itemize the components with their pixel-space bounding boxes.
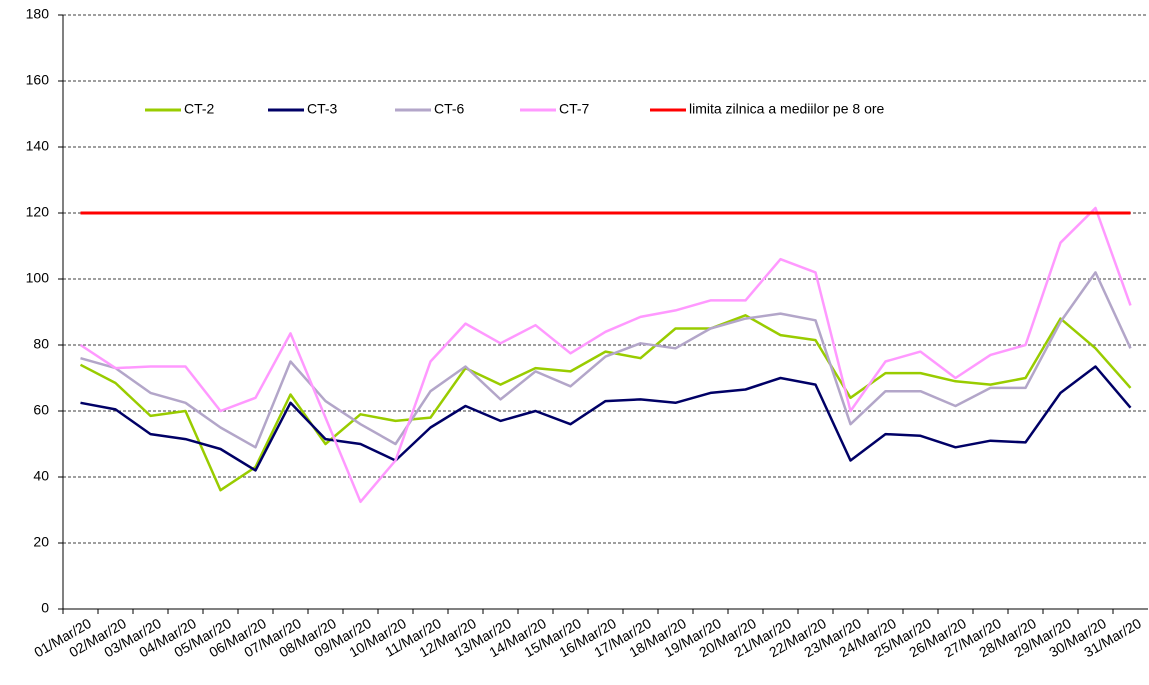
legend-label: CT-3 (307, 101, 338, 117)
y-tick-label: 80 (33, 336, 49, 352)
y-tick-label: 100 (26, 270, 50, 286)
series-line (80, 271, 1132, 449)
y-tick-label: 180 (26, 6, 50, 22)
legend-label: CT-6 (434, 101, 465, 117)
legend-label: CT-7 (559, 101, 590, 117)
y-tick-label: 40 (33, 468, 49, 484)
legend-label: limita zilnica a mediilor pe 8 ore (689, 101, 885, 117)
series-line (79, 314, 1132, 492)
y-tick-label: 0 (41, 600, 49, 616)
y-tick-label: 20 (33, 534, 49, 550)
y-tick-label: 160 (26, 72, 50, 88)
legend-label: CT-2 (184, 101, 215, 117)
series-line (79, 206, 1132, 504)
series-line (80, 365, 1132, 472)
y-tick-label: 60 (33, 402, 49, 418)
y-tick-label: 120 (26, 204, 50, 220)
y-tick-label: 140 (26, 138, 50, 154)
